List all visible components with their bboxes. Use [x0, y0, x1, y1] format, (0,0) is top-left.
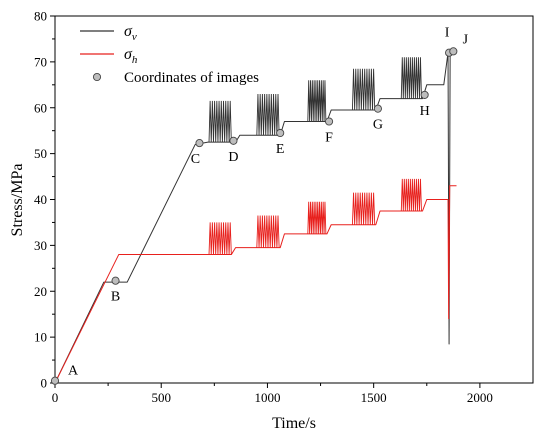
y-tick-label-4: 40: [34, 192, 47, 207]
series-sv-cycles-0: [208, 100, 232, 143]
y-tick-label-3: 30: [34, 238, 47, 253]
series-sh-cycles-4: [400, 178, 422, 211]
series-sh-cycles-0: [208, 222, 232, 255]
legend-label-2: Coordinates of images: [124, 70, 259, 86]
marker-label-A: A: [68, 364, 79, 379]
marker-label-H: H: [420, 104, 430, 119]
series-sh-cycles-2: [307, 201, 327, 234]
axes: 0 500 1000 1500 2000 0 10 20 30 40 50 60 70 80: [34, 9, 493, 406]
y-tick-label-6: 60: [34, 100, 47, 115]
x-tick-label-1: 500: [151, 390, 171, 405]
series-sv-cycles-4: [400, 57, 422, 99]
y-tick-label-5: 50: [34, 146, 47, 161]
legend-label-0: σv: [124, 23, 137, 43]
marker-layer: A B C D E F G H I J: [50, 26, 469, 385]
series-sv-cycles-3: [351, 68, 376, 111]
marker-E: [276, 128, 285, 138]
marker-C: [195, 139, 204, 148]
series-sv-cycles-1: [256, 93, 280, 136]
series-sh-cycles-1: [256, 215, 280, 248]
x-tick-label-2: 1000: [254, 390, 280, 405]
series-sh-cycles-3: [351, 192, 376, 225]
series-sv-line: [54, 52, 455, 384]
marker-G: [373, 104, 382, 113]
marker-label-F: F: [325, 131, 333, 146]
series-sv-cycles-2: [307, 80, 327, 122]
x-tick-label-0: 0: [52, 390, 59, 405]
marker-D: [229, 136, 238, 145]
series-layer: [54, 52, 457, 384]
marker-H: [420, 90, 429, 99]
series-sh-line: [54, 185, 457, 384]
marker-J: [449, 47, 458, 56]
y-tick-label-0: 0: [41, 376, 48, 391]
x-tick-label-4: 2000: [467, 390, 493, 405]
marker-A: [50, 376, 60, 385]
marker-label-C: C: [191, 152, 200, 167]
marker-label-E: E: [276, 142, 285, 157]
marker-label-I: I: [445, 26, 450, 41]
marker-F: [325, 117, 334, 126]
y-axis-title: Stress/MPa: [9, 164, 26, 237]
marker-label-D: D: [228, 150, 238, 165]
marker-label-B: B: [111, 290, 120, 305]
legend: σv σh Coordinates of images: [80, 23, 259, 86]
x-tick-label-3: 1500: [361, 390, 387, 405]
marker-label-J: J: [463, 32, 469, 47]
y-tick-label-2: 20: [34, 284, 47, 299]
y-tick-label-7: 70: [34, 54, 47, 69]
y-tick-label-8: 80: [34, 9, 47, 24]
y-tick-label-1: 10: [34, 330, 47, 345]
x-axis-title: Time/s: [272, 415, 316, 432]
marker-B: [111, 276, 120, 285]
marker-label-G: G: [373, 118, 383, 133]
legend-marker: [92, 72, 102, 82]
legend-label-1: σh: [124, 46, 138, 66]
